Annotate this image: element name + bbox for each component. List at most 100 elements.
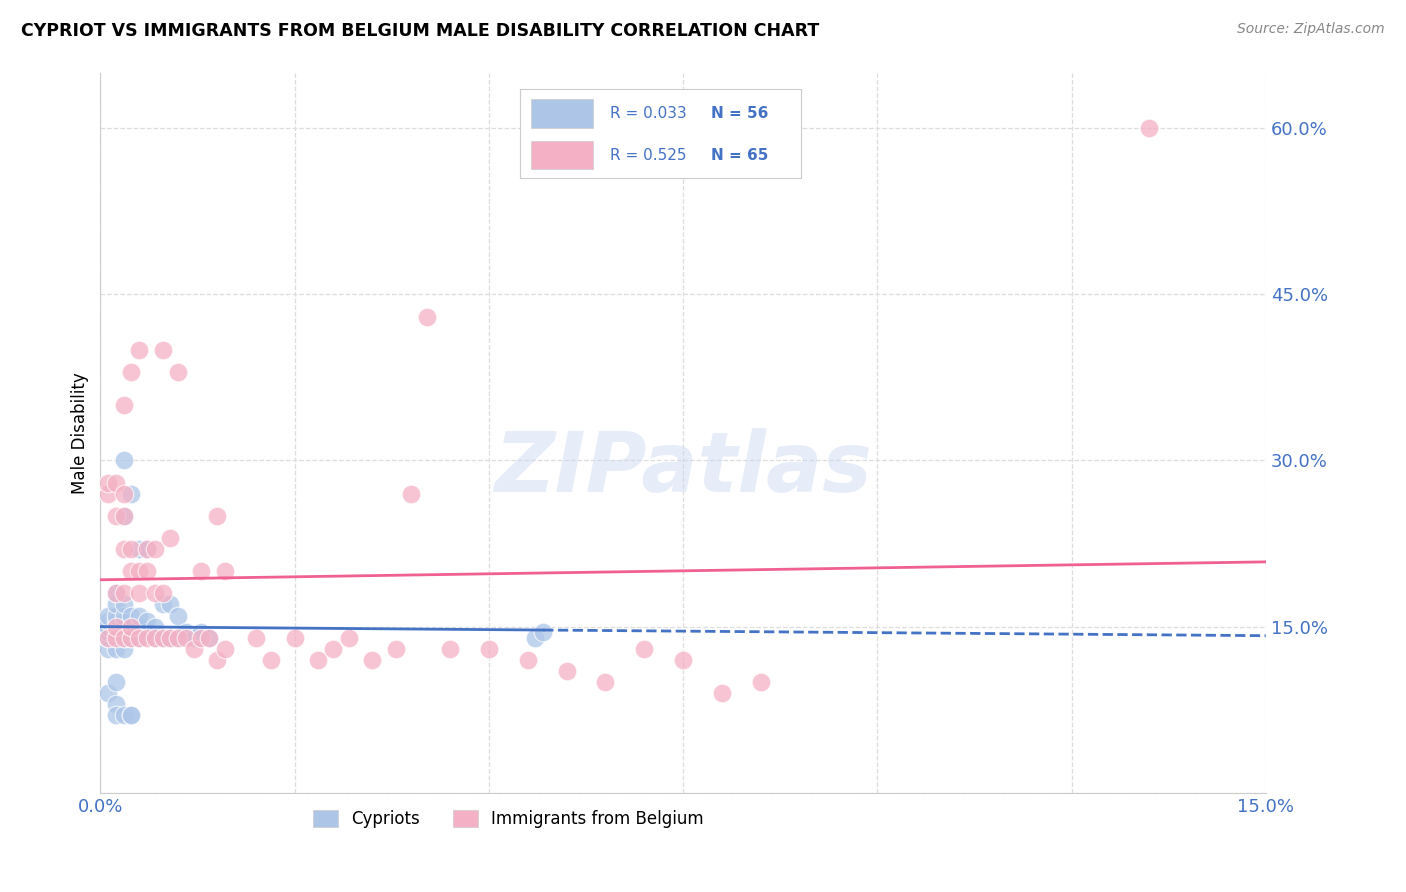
Point [112,625,135,640]
Bar [531,141,593,169]
Point [183,631,205,645]
Point [143,542,166,557]
Point [120,542,142,557]
Point [97,475,120,490]
Text: Source: ZipAtlas.com: Source: ZipAtlas.com [1237,22,1385,37]
Point [136,614,159,628]
Point [120,619,142,633]
Point [112,631,135,645]
Point [104,598,127,612]
Point [174,625,197,640]
Point [97,619,120,633]
Point [112,542,135,557]
Point [128,586,150,600]
Point [104,614,127,628]
Point [112,508,135,523]
Point [190,625,212,640]
Point [112,631,135,645]
Point [112,608,135,623]
Point [104,625,127,640]
Point [120,486,142,500]
Point [112,708,135,723]
Point [136,625,159,640]
Legend: Cypriots, Immigrants from Belgium: Cypriots, Immigrants from Belgium [307,803,710,835]
Point [120,708,142,723]
Point [198,631,221,645]
Point [120,708,142,723]
Point [104,475,127,490]
Point [672,653,695,667]
Text: N = 56: N = 56 [711,106,769,120]
Point [112,614,135,628]
Point [152,586,174,600]
Point [136,542,159,557]
Point [104,608,127,623]
Point [384,641,406,656]
Point [749,675,772,690]
Point [112,508,135,523]
Point [104,586,127,600]
Point [97,641,120,656]
Point [415,310,437,324]
Point [399,486,422,500]
Point [143,619,166,633]
Point [322,641,344,656]
Point [97,614,120,628]
Point [531,625,554,640]
Point [167,365,190,379]
Point [214,564,236,578]
Point [1137,121,1160,136]
Point [104,675,127,690]
Point [104,619,127,633]
Point [167,631,190,645]
Point [205,508,228,523]
Point [633,641,655,656]
Point [143,586,166,600]
Point [198,631,221,645]
Point [245,631,267,645]
Text: ZIPatlas: ZIPatlas [494,428,872,509]
Point [104,586,127,600]
Point [284,631,307,645]
Point [120,631,142,645]
Point [128,343,150,357]
Point [136,542,159,557]
Point [97,608,120,623]
Point [120,365,142,379]
Point [595,675,617,690]
Point [152,343,174,357]
Point [128,631,150,645]
Point [307,653,329,667]
Text: N = 65: N = 65 [711,148,769,162]
Point [104,631,127,645]
Point [97,686,120,700]
Point [104,697,127,711]
Point [112,398,135,412]
Point [128,619,150,633]
Point [104,619,127,633]
Text: R = 0.033: R = 0.033 [610,106,688,120]
Point [167,608,190,623]
Point [337,631,360,645]
Point [159,531,181,545]
Point [112,453,135,467]
Point [97,631,120,645]
Point [159,598,181,612]
Point [143,631,166,645]
Point [260,653,283,667]
Point [439,641,461,656]
Point [128,608,150,623]
Point [120,631,142,645]
Point [112,598,135,612]
Point [112,641,135,656]
Point [152,598,174,612]
Point [104,631,127,645]
Text: R = 0.525: R = 0.525 [610,148,686,162]
Point [112,619,135,633]
Point [128,542,150,557]
Point [120,608,142,623]
Point [478,641,501,656]
Bar [531,99,593,128]
Point [128,564,150,578]
Point [136,564,159,578]
